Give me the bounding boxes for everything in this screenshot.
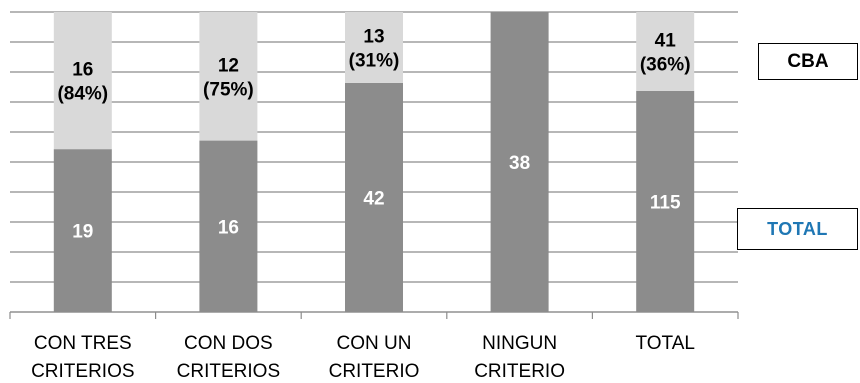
data-label-total-0: 19 bbox=[72, 222, 93, 243]
bar-labels: 19 16 (84%) 16 12 (75%) 42 13 (31%) 38 115 41 (36%) bbox=[57, 26, 690, 242]
legend-total: TOTAL bbox=[737, 208, 858, 250]
x-tick-label: CRITERIO bbox=[474, 361, 565, 382]
legend-cba: CBA bbox=[758, 43, 858, 80]
legend-cba-label: CBA bbox=[787, 50, 829, 72]
data-label-cba-4: 41 bbox=[655, 30, 677, 51]
x-tick-labels: CON TRES CRITERIOS CON DOS CRITERIOS CON UN C… bbox=[31, 333, 695, 382]
data-label-cba-2: (31%) bbox=[349, 50, 400, 71]
data-label-cba-0: 16 bbox=[72, 60, 93, 81]
bar-total-3 bbox=[490, 12, 549, 312]
x-tick-label: NINGUN bbox=[482, 333, 557, 354]
x-tick-label: CRITERIOS bbox=[177, 361, 280, 382]
data-label-cba-0: (84%) bbox=[57, 84, 108, 105]
bar-total-2 bbox=[345, 82, 403, 312]
data-label-cba-1: (75%) bbox=[203, 79, 254, 100]
bar-total-1 bbox=[199, 140, 258, 312]
data-label-cba-4: (36%) bbox=[640, 54, 691, 75]
data-label-cba-1: 12 bbox=[218, 55, 239, 76]
legend-total-label: TOTAL bbox=[767, 218, 828, 239]
x-tick-label: CON TRES bbox=[34, 333, 132, 354]
x-tick-label: CON DOS bbox=[184, 333, 273, 354]
x-tick-label: TOTAL bbox=[635, 333, 694, 354]
data-label-total-4: 115 bbox=[650, 192, 681, 213]
bar-cba-4 bbox=[636, 12, 695, 91]
bar-cba-2 bbox=[345, 12, 403, 83]
data-label-total-1: 16 bbox=[218, 217, 239, 238]
data-label-total-2: 42 bbox=[363, 188, 384, 209]
bar-cba-1 bbox=[199, 12, 258, 141]
data-label-cba-2: 13 bbox=[363, 26, 384, 47]
bar-cba-0 bbox=[53, 12, 112, 150]
bars bbox=[53, 12, 695, 312]
x-tick-label: CON UN bbox=[337, 333, 412, 354]
x-axis bbox=[9, 311, 739, 319]
bar-total-0 bbox=[53, 149, 112, 312]
x-tick-label: CRITERIOS bbox=[31, 361, 134, 382]
x-tick-label: CRITERIO bbox=[329, 361, 420, 382]
data-label-total-3: 38 bbox=[509, 153, 530, 174]
bar-total-4 bbox=[636, 90, 695, 312]
